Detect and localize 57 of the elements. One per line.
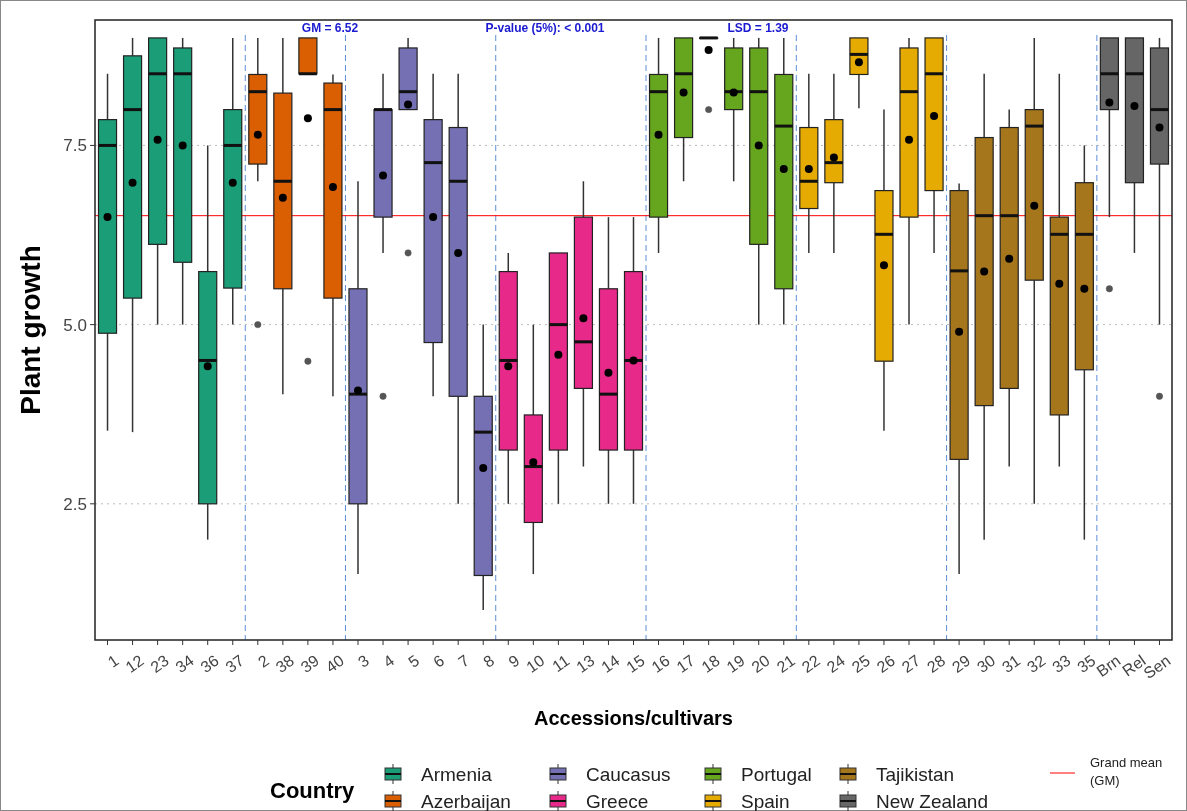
- x-tick-label: 26: [873, 651, 899, 676]
- x-tick-label: 28: [923, 651, 949, 676]
- annotation: LSD = 1.39: [727, 21, 789, 35]
- x-tick-label: 14: [598, 651, 623, 676]
- x-tick-label: 37: [222, 651, 247, 676]
- legend-label: Portugal: [741, 763, 812, 785]
- y-tick-label: 7.5: [63, 136, 87, 156]
- x-tick-label: 32: [1024, 651, 1049, 676]
- legend-label: Spain: [741, 790, 790, 811]
- x-tick-label: 29: [948, 651, 974, 676]
- x-tick-label: 7: [455, 651, 473, 671]
- legend-label: Greece: [586, 790, 649, 811]
- x-tick-label: 18: [698, 651, 723, 676]
- x-tick-label: 31: [999, 651, 1024, 676]
- legend-label: New Zealand: [876, 790, 988, 811]
- x-tick-label: 27: [898, 651, 924, 676]
- x-tick-label: 38: [272, 651, 298, 676]
- x-tick-label: 4: [380, 651, 398, 671]
- x-tick-label: 34: [172, 651, 197, 676]
- x-tick-label: 5: [405, 651, 423, 671]
- legend-label: Caucasus: [586, 763, 671, 785]
- x-tick-label: 25: [848, 651, 874, 676]
- x-tick-label: 24: [823, 651, 849, 676]
- x-tick-label: 2: [254, 651, 273, 671]
- x-tick-label: 11: [549, 651, 573, 676]
- x-tick-label: 17: [673, 651, 698, 676]
- x-tick-label: 39: [297, 651, 323, 676]
- x-tick-label: 30: [973, 651, 999, 676]
- x-tick-label: 23: [147, 651, 172, 676]
- x-tick-label: 12: [122, 651, 147, 676]
- legend-label: Azerbaijan: [421, 790, 511, 811]
- x-tick-label: 22: [798, 651, 824, 676]
- y-axis-title: Plant growth: [15, 245, 46, 415]
- x-tick-label: 15: [623, 651, 648, 676]
- x-tick-label: 40: [322, 651, 348, 676]
- x-tick-label: 21: [773, 651, 799, 676]
- y-tick-label: 5.0: [63, 315, 87, 335]
- x-tick-label: 36: [197, 651, 222, 676]
- annotation: GM = 6.52: [301, 21, 359, 35]
- legend-label: Grand mean (GM): [1090, 755, 1163, 788]
- x-tick-label: 16: [648, 651, 673, 676]
- x-tick-label: 1: [104, 651, 122, 671]
- x-tick-label: 9: [505, 651, 523, 671]
- x-tick-label: 13: [573, 651, 598, 676]
- x-tick-label: 8: [480, 651, 498, 671]
- x-tick-label: 6: [430, 651, 448, 671]
- annotation: P-value (5%): < 0.001: [485, 21, 605, 35]
- legend-title: Country: [270, 778, 356, 803]
- x-tick-label: 10: [523, 651, 548, 676]
- x-axis-title: Accessions/cultivars: [534, 707, 733, 729]
- y-tick-label: 2.5: [63, 494, 87, 514]
- x-tick-label: 3: [355, 651, 373, 671]
- x-tick-label: 20: [748, 651, 773, 676]
- legend-label: Tajikistan: [876, 763, 955, 785]
- legend-label: Armenia: [421, 763, 493, 785]
- x-tick-label: 19: [723, 651, 748, 676]
- x-tick-label: 33: [1049, 651, 1074, 676]
